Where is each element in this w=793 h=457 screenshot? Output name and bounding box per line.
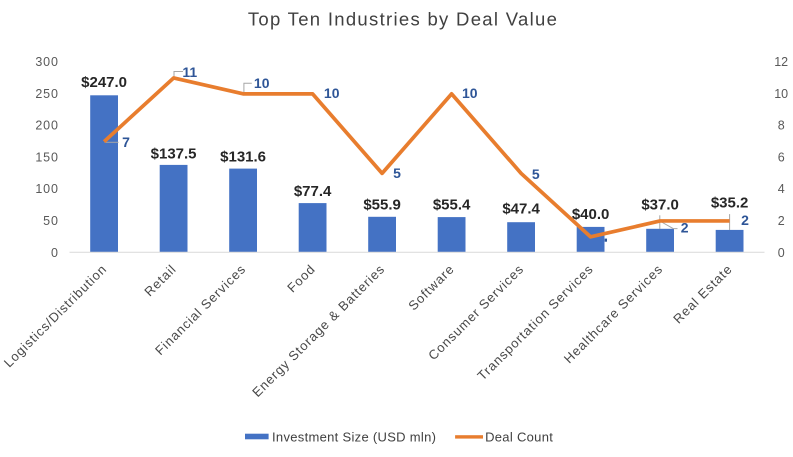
svg-text:Investment Size (USD mln): Investment Size (USD mln) [272, 429, 436, 444]
svg-text:5: 5 [532, 166, 540, 182]
svg-text:$47.4: $47.4 [502, 200, 540, 217]
svg-text:10: 10 [254, 75, 270, 91]
svg-text:$77.4: $77.4 [294, 183, 332, 200]
svg-text:$247.0: $247.0 [81, 74, 127, 91]
svg-text:8: 8 [778, 119, 785, 133]
svg-text:$55.4: $55.4 [433, 196, 471, 213]
svg-text:5: 5 [393, 165, 401, 181]
svg-text:2: 2 [741, 212, 749, 228]
svg-text:2: 2 [778, 214, 785, 228]
svg-text:Deal Count: Deal Count [485, 429, 553, 444]
svg-text:10: 10 [324, 85, 340, 101]
svg-text:$35.2: $35.2 [711, 195, 749, 212]
svg-text:300: 300 [35, 55, 59, 69]
svg-text:10: 10 [774, 87, 788, 101]
svg-text:200: 200 [35, 119, 59, 133]
svg-text:$55.9: $55.9 [363, 196, 401, 213]
svg-text:6: 6 [778, 150, 785, 164]
svg-text:2: 2 [681, 220, 689, 236]
svg-text:$137.5: $137.5 [151, 146, 197, 163]
svg-text:11: 11 [182, 64, 197, 80]
svg-text:12: 12 [774, 55, 788, 69]
svg-text:$40.0: $40.0 [572, 206, 610, 223]
svg-text:$131.6: $131.6 [220, 149, 266, 166]
svg-text:50: 50 [43, 214, 59, 228]
svg-text:0: 0 [51, 246, 59, 260]
svg-text:$37.0: $37.0 [641, 197, 679, 214]
svg-text:250: 250 [35, 87, 59, 101]
svg-text:10: 10 [462, 85, 478, 101]
svg-text:Top Ten Industries by Deal Val: Top Ten Industries by Deal Value [248, 9, 558, 30]
svg-text:7: 7 [122, 134, 130, 150]
svg-text:100: 100 [35, 182, 59, 196]
svg-text:150: 150 [35, 150, 59, 164]
svg-text:0: 0 [778, 246, 785, 260]
svg-text:4: 4 [778, 182, 785, 196]
